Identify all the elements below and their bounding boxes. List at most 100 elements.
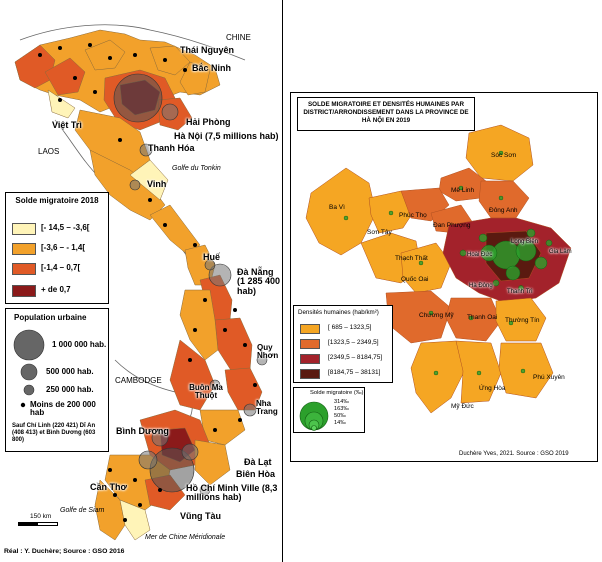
legend-pop-250k: 250 000 hab.	[46, 385, 94, 394]
legend-pop-note: Sauf Chí Linh (220 421) Dĩ An (408 413) …	[12, 423, 96, 444]
migration-value-3: 50‰	[334, 413, 346, 419]
district-quoc-oai	[400, 242, 452, 294]
legend-circle-250k	[23, 384, 35, 396]
density-class-1: [ 685 – 1323,5]	[328, 324, 372, 331]
vietnam-map-canvas	[0, 0, 282, 562]
density-swatch-3	[300, 354, 320, 364]
hanoi-map-credit: Duchère Yves, 2021. Source : GSO 2019	[459, 451, 569, 457]
label-thanh-oai: Thanh Oai	[467, 314, 498, 321]
label-da-lat: Đà Lạt	[244, 457, 272, 467]
label-ha-noi: Hà Nội (7,5 millions hab)	[174, 131, 279, 141]
quynhon-circle	[256, 354, 268, 366]
migration-value-2: 163‰	[334, 406, 349, 412]
label-hoai-duc: Hoài Đức	[467, 252, 493, 258]
left-map-credit: Réal : Y. Duchère; Source : GSO 2016	[4, 548, 125, 555]
label-phu-xuyen: Phú Xuyên	[533, 374, 565, 381]
label-soc-son: Sóc Sơn	[491, 152, 517, 159]
label-hue: Huế	[203, 252, 221, 262]
label-can-tho: Cần Thơ	[90, 482, 127, 492]
legend-class-2-label: [-3,6 – - 1,4[	[41, 243, 86, 252]
swatch-class-1	[12, 223, 36, 235]
label-thanh-tri: Thanh Trì	[507, 289, 533, 295]
hanoi-map: SOLDE MIGRATOIRE ET DENSITÉS HUMAINES PA…	[290, 92, 598, 462]
swatch-class-3	[12, 263, 36, 275]
haiphong-circle	[161, 103, 179, 121]
hanoi-migration-legend-title: Solde migratoire (‰)	[310, 390, 364, 396]
label-south-china-sea: Mer de Chine Méridionale	[145, 534, 226, 541]
density-legend-title: Densités humaines (hab/km²)	[298, 309, 379, 316]
label-dong-anh: Đông Anh	[489, 207, 518, 214]
population-legend-circles	[13, 329, 45, 408]
density-class-4: [8184,75 – 38131]	[328, 369, 381, 376]
label-gia-lam: Gia Lâm	[549, 249, 572, 255]
label-bien-hoa: Biên Hòa	[236, 469, 276, 479]
population-legend: Population urbaine 1 000 000 hab. 500 00…	[5, 308, 109, 452]
migration-legend-title: Solde migratoire 2018	[15, 196, 99, 205]
hcmc-circle	[149, 447, 195, 493]
vinh-circle	[129, 179, 141, 191]
hanoi-migration-legend: Solde migratoire (‰) 314‰ 163‰ 50‰ 14‰	[293, 387, 365, 433]
label-thach-that: Thạch Thất	[395, 255, 428, 262]
label-quy-nhon: Quy Nhơn	[257, 343, 279, 361]
label-bac-ninh: Bắc Ninh	[192, 63, 232, 73]
hanoi-map-canvas	[305, 124, 572, 414]
label-laos: LAOS	[38, 147, 60, 156]
legend-pop-1m: 1 000 000 hab.	[52, 340, 107, 349]
nhatrang-circle	[243, 403, 257, 417]
legend-class-1-label: [- 14,5 – -3,6[	[41, 223, 90, 232]
legend-pop-500k: 500 000 hab.	[46, 367, 94, 376]
vietnam-map: CHINE LAOS CAMBODGE Golfe du Tonkin Golf…	[0, 0, 283, 562]
label-my-duc: Mỹ Đức	[451, 403, 474, 410]
legend-pop-small: Moins de 200 000 hab	[30, 400, 96, 418]
label-cambodia: CAMBODGE	[115, 376, 162, 385]
city-population-circles	[113, 73, 268, 496]
hanoi-circle	[113, 73, 163, 123]
thanhhoa-circle	[139, 143, 153, 157]
hanoi-migration-legend-circles	[299, 401, 329, 431]
small-town-dots	[38, 43, 257, 522]
danang-circle	[208, 263, 232, 287]
legend-class-4-label: + de 0,7	[41, 285, 71, 294]
label-vinh: Vinh	[147, 179, 167, 189]
label-hai-phong: Hải Phòng	[186, 117, 231, 127]
label-thai-nguyen: Thái Nguyên	[180, 45, 235, 55]
label-buon-ma-thuot: Buôn Ma Thuột	[189, 383, 223, 401]
label-nha-trang: Nha Trang	[256, 399, 278, 417]
label-long-bien: Long Biên	[511, 239, 539, 245]
dalat-circle	[209, 379, 221, 391]
migration-circles	[343, 150, 553, 376]
district-thuong-tin	[495, 297, 547, 342]
label-china: CHINE	[226, 33, 251, 42]
migration-legend: Solde migratoire 2018 [- 14,5 – -3,6[ [-…	[5, 192, 109, 304]
label-chuong-my: Chương Mỹ	[419, 312, 454, 319]
label-thanh-hoa: Thanh Hóa	[148, 143, 195, 153]
label-quoc-oai: Quốc Oai	[401, 276, 429, 283]
swatch-class-2	[12, 243, 36, 255]
legend-class-3-label: [-1,4 – 0,7[	[41, 263, 81, 272]
hue-circle	[204, 259, 216, 271]
migration-value-4: 14‰	[334, 420, 346, 426]
hanoi-map-title: SOLDE MIGRATOIRE ET DENSITÉS HUMAINES PA…	[297, 97, 475, 131]
label-thuong-tin: Thường Tín	[505, 317, 540, 324]
density-swatch-2	[300, 339, 320, 349]
legend-circle-1m	[13, 329, 45, 361]
label-phuc-tho: Phúc Thọ	[399, 212, 427, 219]
label-da-nang: Đà Nẵng (1 285 400 hab)	[237, 267, 281, 296]
vungtau-circle	[199, 484, 211, 496]
label-viet-tri: Việt Trì	[52, 120, 82, 130]
swatch-class-4	[12, 285, 36, 297]
scale-bar	[18, 522, 58, 526]
district-phu-xuyen	[498, 342, 554, 399]
label-gulf-tonkin: Golfe du Tonkin	[172, 165, 221, 172]
label-ung-hoa: Ứng Hòa	[479, 385, 506, 392]
migration-value-1: 314‰	[334, 399, 349, 405]
density-class-3: [2349,5 – 8184,75]	[328, 354, 383, 361]
density-swatch-1	[300, 324, 320, 334]
label-vung-tau: Vũng Tàu	[180, 511, 221, 521]
label-binh-duong: Bình Dương	[116, 426, 169, 436]
label-ba-vi: Ba Vì	[329, 204, 345, 211]
label-dan-phuong: Đan Phượng	[433, 222, 471, 229]
density-legend: Densités humaines (hab/km²) [ 685 – 1323…	[293, 305, 393, 383]
district-thanh-oai	[445, 297, 502, 342]
legend-dot-small	[20, 402, 26, 408]
